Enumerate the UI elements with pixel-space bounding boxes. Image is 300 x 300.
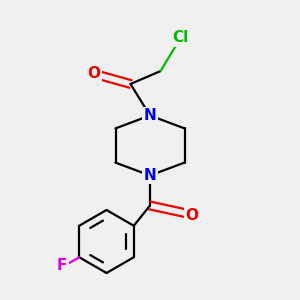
Text: N: N <box>144 108 156 123</box>
Text: F: F <box>57 258 67 273</box>
Text: Cl: Cl <box>172 30 188 45</box>
Text: O: O <box>87 66 101 81</box>
Text: N: N <box>144 168 156 183</box>
Text: O: O <box>185 208 199 223</box>
